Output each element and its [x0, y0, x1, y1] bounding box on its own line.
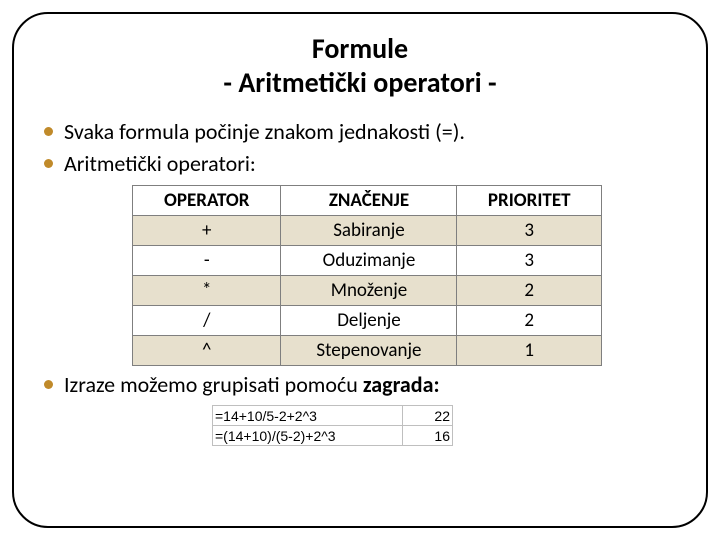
cell-op: -: [133, 245, 281, 275]
bullet-list: Svaka formula počinje znakom jednakosti …: [42, 117, 678, 178]
bullet-1-text: Svaka formula počinje znakom jednakosti …: [64, 118, 465, 145]
cell-priority: 3: [457, 215, 602, 245]
bullet-list-2: Izraze možemo grupisati pomoću zagrada:: [42, 370, 678, 400]
cell-meaning: Množenje: [281, 275, 457, 305]
table-row: ^ Stepenovanje 1: [133, 335, 602, 365]
cell-priority: 2: [457, 305, 602, 335]
cell-op: +: [133, 215, 281, 245]
excel-formula-cell: =(14+10)/(5-2)+2^3: [213, 426, 403, 446]
excel-formula-cell: =14+10/5-2+2^3: [213, 406, 403, 426]
cell-op: *: [133, 275, 281, 305]
excel-result-cell: 16: [403, 426, 453, 446]
excel-table: =14+10/5-2+2^3 22 =(14+10)/(5-2)+2^3 16: [212, 405, 453, 446]
cell-meaning: Stepenovanje: [281, 335, 457, 365]
table-row: - Oduzimanje 3: [133, 245, 602, 275]
bullet-3-prefix: Izraze možemo grupisati pomoću: [64, 371, 363, 398]
cell-priority: 1: [457, 335, 602, 365]
cell-op: ^: [133, 335, 281, 365]
title-line-1: Formule: [312, 31, 408, 66]
slide-frame: Formule - Aritmetički operatori - Svaka …: [12, 12, 708, 528]
table-row: + Sabiranje 3: [133, 215, 602, 245]
excel-row: =(14+10)/(5-2)+2^3 16: [213, 426, 453, 446]
operators-table: OPERATOR ZNAČENJE PRIORITET + Sabiranje …: [132, 185, 602, 366]
cell-op: /: [133, 305, 281, 335]
header-meaning: ZNAČENJE: [281, 185, 457, 215]
table-header-row: OPERATOR ZNAČENJE PRIORITET: [133, 185, 602, 215]
title-line-2: - Aritmetički operatori -: [223, 65, 496, 100]
cell-meaning: Deljenje: [281, 305, 457, 335]
bullet-2: Aritmetički operatori:: [42, 149, 678, 179]
slide-title: Formule - Aritmetički operatori -: [42, 32, 678, 99]
cell-meaning: Oduzimanje: [281, 245, 457, 275]
table-row: / Deljenje 2: [133, 305, 602, 335]
operators-table-head: OPERATOR ZNAČENJE PRIORITET: [133, 185, 602, 215]
bullet-3-bold: zagrada:: [363, 371, 440, 398]
bullet-2-text: Aritmetički operatori:: [64, 150, 256, 177]
operators-table-body: + Sabiranje 3 - Oduzimanje 3 * Množenje …: [133, 215, 602, 365]
header-operator: OPERATOR: [133, 185, 281, 215]
table-row: * Množenje 2: [133, 275, 602, 305]
excel-example: =14+10/5-2+2^3 22 =(14+10)/(5-2)+2^3 16: [212, 405, 678, 446]
cell-meaning: Sabiranje: [281, 215, 457, 245]
cell-priority: 3: [457, 245, 602, 275]
excel-result-cell: 22: [403, 406, 453, 426]
header-priority: PRIORITET: [457, 185, 602, 215]
bullet-3: Izraze možemo grupisati pomoću zagrada:: [42, 370, 678, 400]
cell-priority: 2: [457, 275, 602, 305]
excel-row: =14+10/5-2+2^3 22: [213, 406, 453, 426]
bullet-1: Svaka formula počinje znakom jednakosti …: [42, 117, 678, 147]
